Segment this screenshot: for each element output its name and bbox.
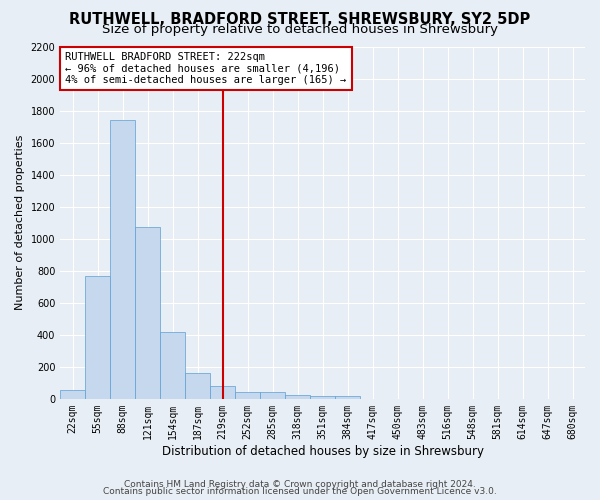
Bar: [160, 332, 185, 399]
Bar: [235, 392, 260, 399]
Bar: [260, 392, 285, 399]
X-axis label: Distribution of detached houses by size in Shrewsbury: Distribution of detached houses by size …: [161, 444, 484, 458]
Bar: [85, 276, 110, 399]
Text: Contains public sector information licensed under the Open Government Licence v3: Contains public sector information licen…: [103, 487, 497, 496]
Bar: [210, 386, 235, 399]
Bar: [185, 373, 210, 399]
Bar: [135, 228, 160, 399]
Bar: [335, 396, 360, 399]
Bar: [60, 390, 85, 399]
Text: RUTHWELL BRADFORD STREET: 222sqm
← 96% of detached houses are smaller (4,196)
4%: RUTHWELL BRADFORD STREET: 222sqm ← 96% o…: [65, 52, 347, 85]
Y-axis label: Number of detached properties: Number of detached properties: [15, 135, 25, 310]
Bar: [285, 395, 310, 399]
Text: Size of property relative to detached houses in Shrewsbury: Size of property relative to detached ho…: [102, 22, 498, 36]
Bar: [310, 396, 335, 399]
Text: RUTHWELL, BRADFORD STREET, SHREWSBURY, SY2 5DP: RUTHWELL, BRADFORD STREET, SHREWSBURY, S…: [70, 12, 530, 28]
Bar: [110, 120, 135, 399]
Text: Contains HM Land Registry data © Crown copyright and database right 2024.: Contains HM Land Registry data © Crown c…: [124, 480, 476, 489]
